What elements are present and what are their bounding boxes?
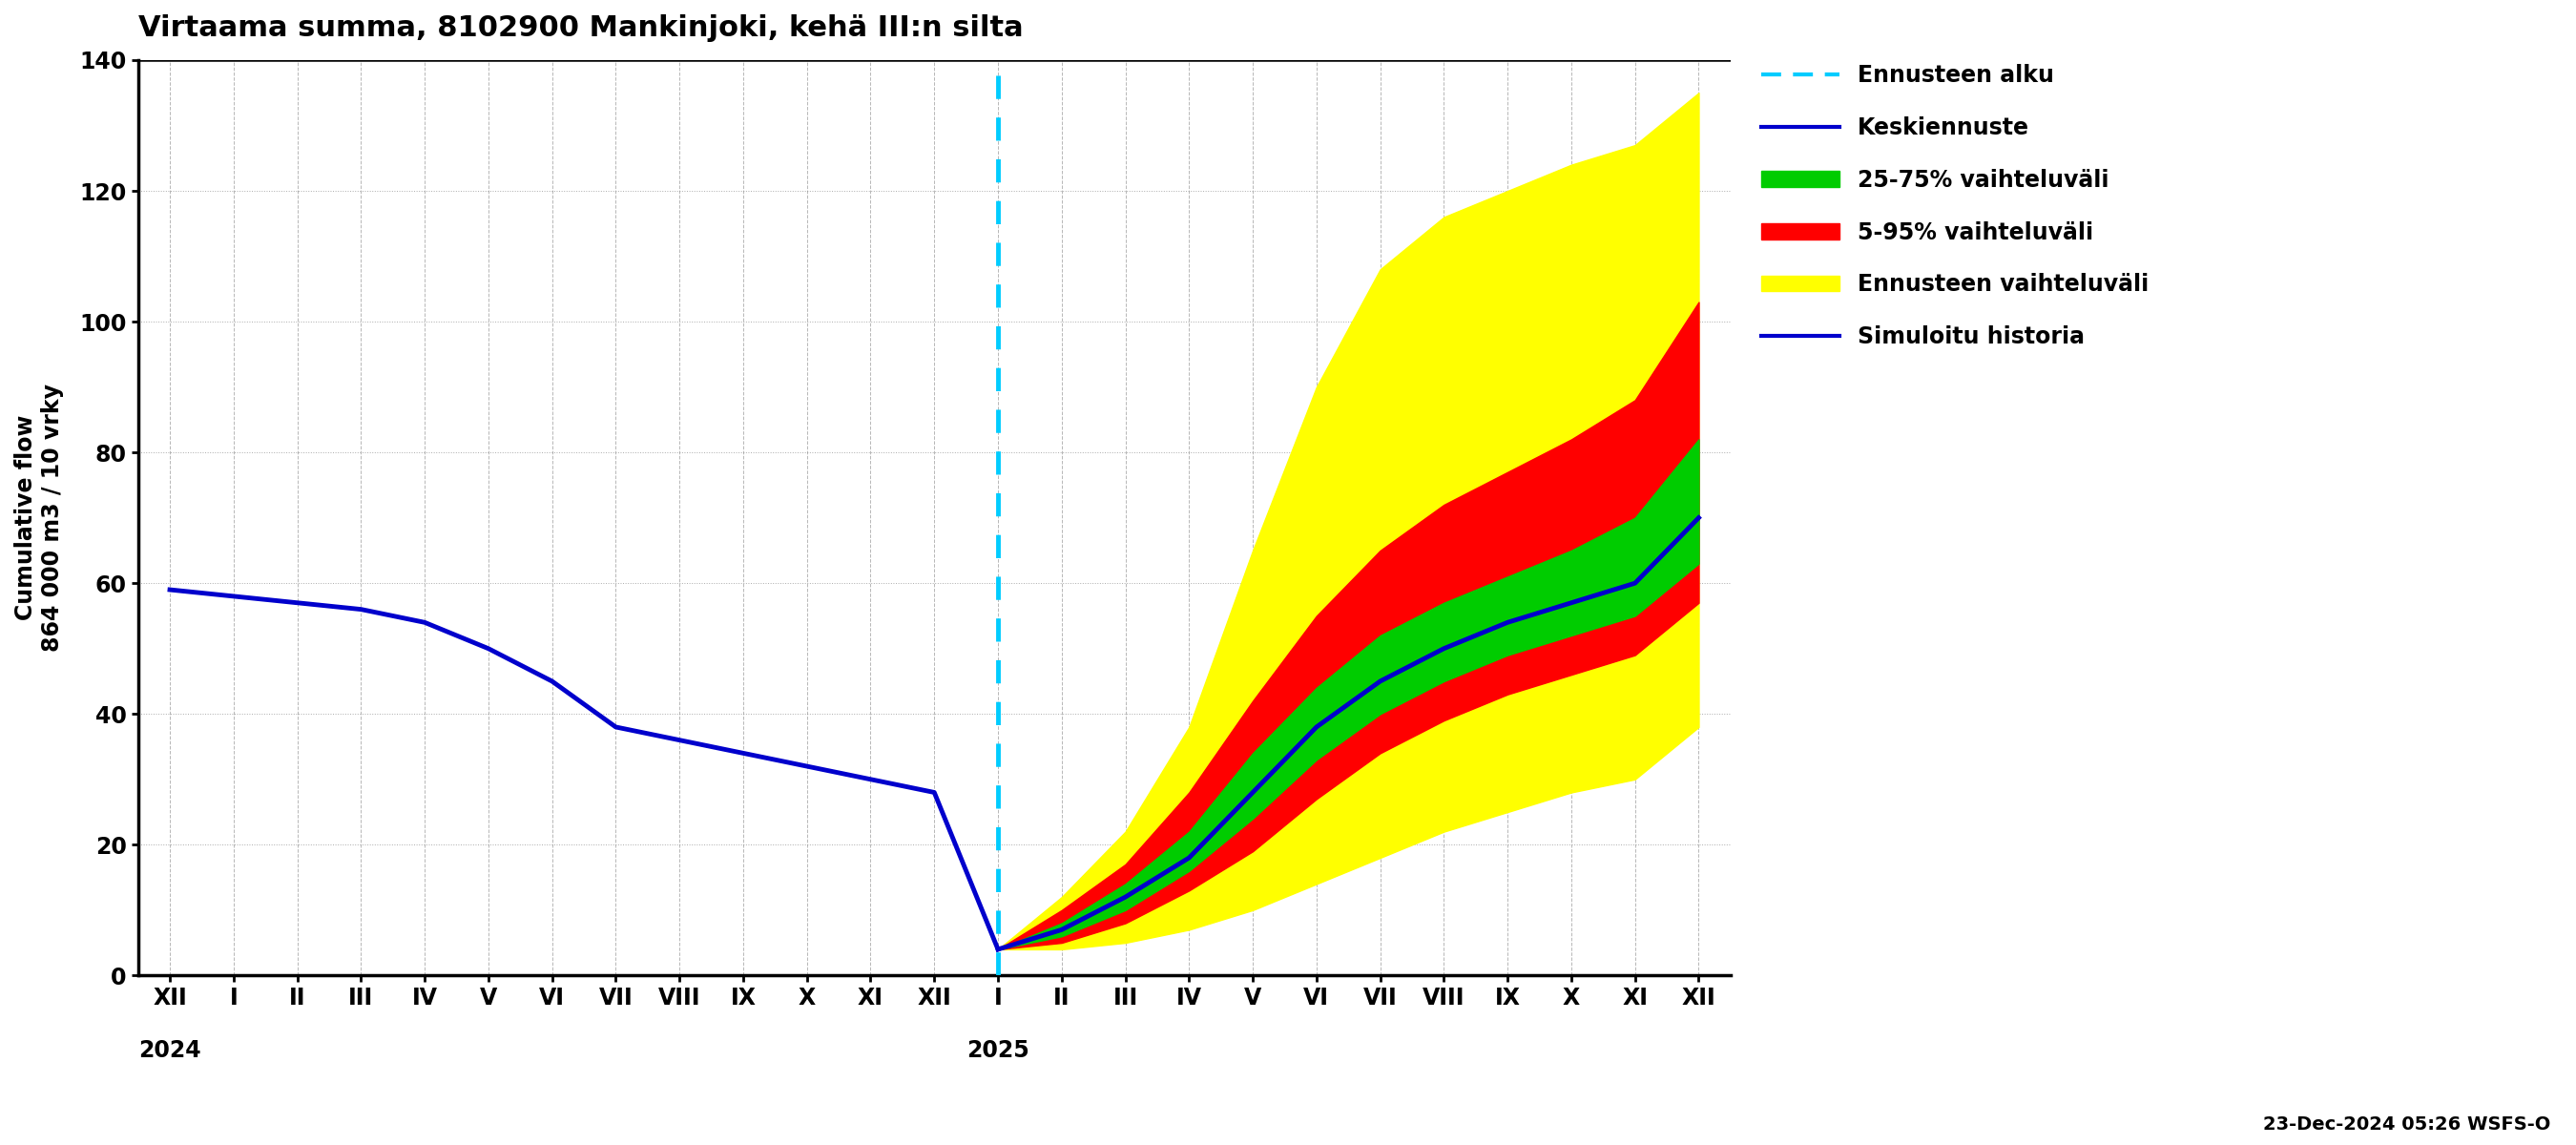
- Text: 2025: 2025: [966, 1040, 1030, 1061]
- Text: 23-Dec-2024 05:26 WSFS-O: 23-Dec-2024 05:26 WSFS-O: [2262, 1115, 2550, 1134]
- Legend: Ennusteen alku, Keskiennuste, 25-75% vaihteluväli, 5-95% vaihteluväli, Ennusteen: Ennusteen alku, Keskiennuste, 25-75% vai…: [1749, 53, 2161, 360]
- Text: Virtaama summa, 8102900 Mankinjoki, kehä III:n silta: Virtaama summa, 8102900 Mankinjoki, kehä…: [139, 14, 1023, 42]
- Text: 2024: 2024: [139, 1040, 201, 1061]
- Y-axis label: Cumulative flow
864 000 m3 / 10 vrky: Cumulative flow 864 000 m3 / 10 vrky: [15, 384, 64, 652]
